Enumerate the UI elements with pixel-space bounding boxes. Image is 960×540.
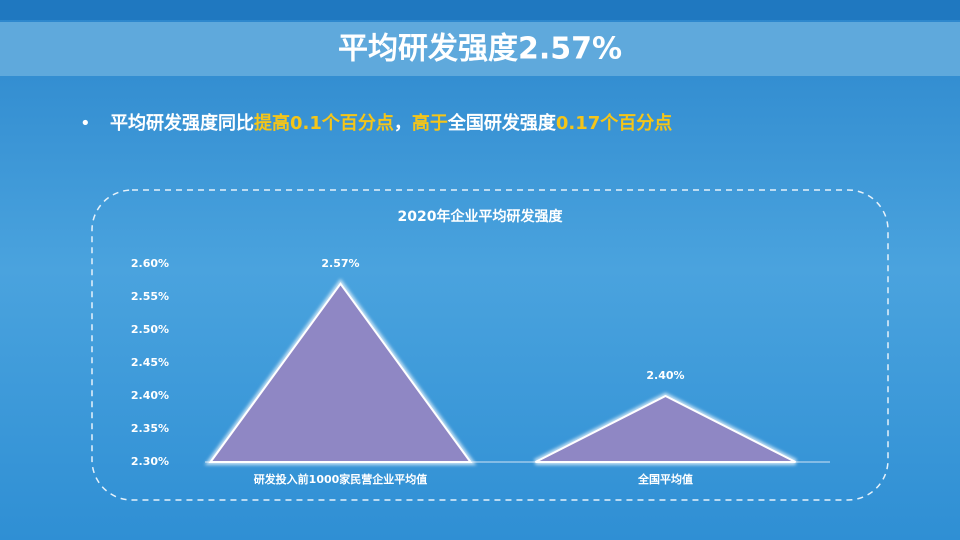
bullet-segment: 提高0.1个百分点 — [254, 112, 394, 134]
y-tick-label: 2.30% — [131, 455, 169, 468]
bullet-segment: 高于 — [412, 112, 448, 134]
y-tick-label: 2.60% — [131, 257, 169, 270]
bar — [208, 282, 473, 463]
bullet-dot: • — [80, 113, 91, 134]
bullet-segment: 平均研发强度同比 — [110, 112, 254, 134]
slide-title: 平均研发强度2.57% — [338, 32, 622, 67]
y-tick-label: 2.40% — [131, 389, 169, 402]
top-strip — [0, 0, 960, 20]
y-tick-label: 2.45% — [131, 356, 169, 369]
y-tick-label: 2.50% — [131, 323, 169, 336]
x-tick-label: 研发投入前1000家民营企业平均值 — [254, 472, 428, 486]
title-band — [0, 22, 960, 76]
chart-frame — [91, 189, 889, 501]
bar — [535, 394, 796, 463]
bullet-text: 平均研发强度同比提高0.1个百分点，高于全国研发强度0.17个百分点 — [110, 112, 672, 134]
x-tick-label: 全国平均值 — [637, 472, 693, 486]
value-label: 2.57% — [321, 257, 359, 270]
value-label: 2.40% — [646, 369, 684, 382]
y-tick-label: 2.35% — [131, 422, 169, 435]
chart-title: 2020年企业平均研发强度 — [398, 208, 564, 225]
bullet-segment: 全国研发强度 — [447, 112, 557, 134]
bullet-segment: 0.17个百分点 — [556, 112, 672, 134]
y-tick-label: 2.55% — [131, 290, 169, 303]
bullet-segment: ， — [394, 113, 412, 134]
